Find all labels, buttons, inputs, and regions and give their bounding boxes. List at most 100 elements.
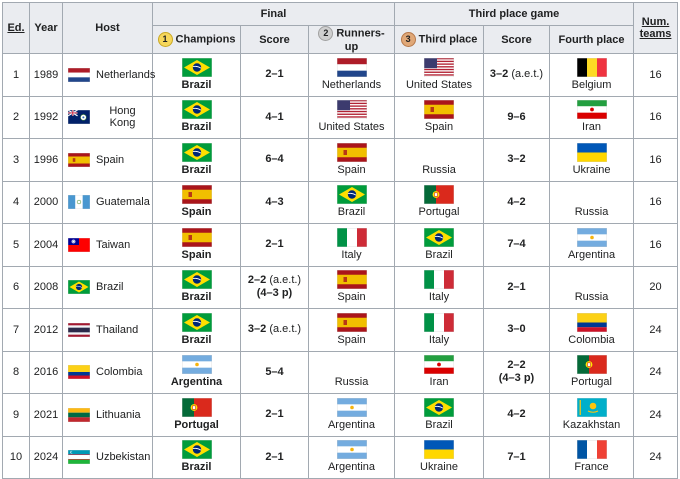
team-name[interactable]: Argentina (170, 376, 223, 389)
team-name[interactable]: Portugal (174, 418, 219, 431)
year-cell[interactable]: 2008 (29, 265, 63, 309)
team-cell: Kazakhstan (553, 397, 630, 432)
host-name[interactable]: Thailand (96, 323, 139, 336)
year-cell[interactable]: 2024 (29, 435, 63, 479)
score-cell: 7–4 (507, 238, 526, 251)
team-name[interactable]: Italy (428, 333, 450, 346)
score-cell: 2–1 (265, 238, 284, 251)
third-place-cell: Ukraine (394, 435, 484, 479)
host-name[interactable]: Colombia (96, 366, 143, 379)
team-cell: Portugal (553, 355, 630, 389)
team-name[interactable]: United States (318, 121, 385, 134)
team-name[interactable]: Spain (337, 291, 366, 304)
team-name[interactable]: France (574, 461, 609, 474)
team-name[interactable]: Brazil (181, 461, 212, 474)
team-name[interactable]: Italy (341, 248, 362, 261)
runner-up-cell: Italy (308, 223, 395, 267)
table-row: 10 2024 Uzbekistan Brazil 2–1 Argentina Ukrain… (2, 435, 679, 479)
year-cell[interactable]: 2012 (29, 308, 63, 352)
table-row: 6 2008 Brazil Brazil 2–2 (a.e.t.) (4–3 p) Spai… (2, 265, 679, 309)
host-name[interactable]: Hong Kong (109, 105, 136, 130)
host-name[interactable]: Lithuania (96, 408, 141, 421)
score-cell: 5–4 (265, 365, 284, 378)
year-cell[interactable]: 2016 (29, 350, 63, 394)
year-cell[interactable]: 1992 (29, 95, 63, 139)
team-name[interactable]: Argentina (567, 248, 616, 261)
team-cell: Ukraine (553, 142, 630, 177)
team-name[interactable]: Spain (424, 121, 454, 134)
score-cell: 2–2 (a.e.t.) (4–3 p) (247, 274, 302, 300)
col-num-teams[interactable]: Num. teams (633, 2, 679, 54)
team-name[interactable]: Spain (181, 248, 212, 261)
ukraine-flag-icon (576, 142, 607, 162)
score-cell: 6–4 (265, 153, 284, 166)
host-name[interactable]: Brazil (96, 281, 124, 294)
group-final: Final (152, 2, 395, 26)
team-name[interactable]: Ukraine (420, 461, 458, 474)
team-name[interactable]: Ukraine (572, 163, 611, 176)
team-name[interactable]: Brazil (181, 291, 212, 304)
score-cell: 3–0 (507, 323, 526, 336)
host-name[interactable]: Guatemala (96, 196, 150, 209)
team-name[interactable]: Iran (429, 376, 449, 389)
fourth-place-cell: Iran (548, 95, 635, 139)
year-cell[interactable]: 2021 (29, 393, 63, 437)
year-cell[interactable]: 2004 (29, 223, 63, 267)
champion-cell: Brazil (152, 53, 241, 97)
third-place-cell: Italy (394, 265, 484, 309)
team-name[interactable]: Italy (428, 291, 450, 304)
host-cell: Colombia (62, 350, 153, 394)
team-name[interactable]: Portugal (418, 206, 460, 219)
team-name[interactable]: United States (405, 78, 473, 91)
team-name[interactable]: Belgium (571, 78, 612, 91)
team-name[interactable]: Iran (582, 121, 601, 134)
team-name[interactable]: Colombia (568, 333, 615, 346)
fourth-place-cell: Belgium (548, 53, 635, 97)
russia-flag-icon (576, 185, 607, 205)
runner-up-cell: Spain (308, 138, 395, 182)
year-cell[interactable]: 1989 (29, 53, 63, 97)
team-name[interactable]: Russia (334, 376, 369, 389)
team-name[interactable]: Kazakhstan (562, 418, 621, 431)
table-row: 5 2004 Taiwan Spain 2–1 Italy Brazil 7–4 Argenti… (2, 223, 679, 267)
host-name[interactable]: Uzbekistan (96, 451, 151, 464)
argentina-flag-icon (336, 440, 367, 460)
year-cell[interactable]: 2000 (29, 180, 63, 224)
spain-flag-icon (181, 227, 212, 247)
team-name[interactable]: Brazil (337, 206, 366, 219)
runner-up-cell: Brazil (308, 180, 395, 224)
spain-flag-icon (68, 152, 90, 167)
team-name[interactable]: Spain (337, 333, 366, 346)
year-cell[interactable]: 1996 (29, 138, 63, 182)
final-score-cell: 2–2 (a.e.t.) (4–3 p) (240, 265, 309, 309)
team-name[interactable]: Brazil (181, 78, 212, 91)
score-cell: 3–2 (a.e.t.) (489, 68, 544, 81)
ukraine-flag-icon (424, 440, 454, 460)
col-ed[interactable]: Ed. (2, 2, 30, 54)
team-name[interactable]: Spain (337, 163, 366, 176)
team-name[interactable]: Portugal (571, 376, 612, 389)
host-name[interactable]: Taiwan (96, 238, 131, 251)
team-name[interactable]: Russia (422, 163, 456, 176)
table-row: 3 1996 Spain Brazil 6–4 Spain Russia 3–2 Ukraine… (2, 138, 679, 182)
spain-flag-icon (336, 142, 367, 162)
team-name[interactable]: Russia (574, 291, 609, 304)
team-name[interactable]: Brazil (181, 333, 212, 346)
team-name[interactable]: Brazil (425, 248, 453, 261)
team-name[interactable]: Brazil (181, 121, 212, 134)
team-name[interactable]: Russia (574, 206, 609, 219)
usa-flag-icon (336, 100, 367, 120)
team-name[interactable]: Argentina (327, 461, 376, 474)
table-row: 8 2016 Colombia Argentina 5–4 Russia Iran 2–2 (4… (2, 350, 679, 394)
belgium-flag-icon (576, 57, 607, 77)
num-teams-cell: 24 (633, 393, 679, 437)
host-name[interactable]: Netherlands (96, 68, 156, 81)
russia-flag-icon (576, 270, 607, 290)
team-name[interactable]: Netherlands (321, 78, 382, 91)
team-cell: Spain (312, 270, 391, 304)
team-name[interactable]: Argentina (327, 418, 376, 431)
team-name[interactable]: Brazil (181, 163, 212, 176)
team-name[interactable]: Brazil (425, 418, 453, 431)
team-name[interactable]: Spain (181, 206, 212, 219)
host-name[interactable]: Spain (96, 153, 125, 166)
